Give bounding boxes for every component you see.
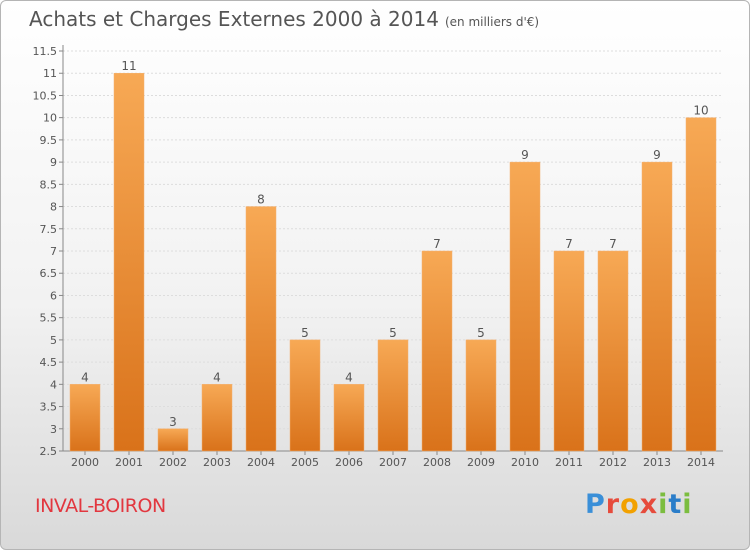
y-tick-label: 11	[43, 67, 57, 80]
x-tick-label-2005: 2005	[291, 456, 319, 469]
bars	[69, 72, 717, 452]
data-label-2004: 8	[257, 193, 265, 207]
x-tick-label-2003: 2003	[203, 456, 231, 469]
data-label-2014: 10	[693, 104, 708, 118]
bar-2004	[245, 206, 277, 452]
y-tick-label: 9	[50, 156, 57, 169]
y-tick-label: 5	[50, 334, 57, 347]
y-tick-label: 6	[50, 289, 57, 302]
data-label-2006: 4	[345, 370, 353, 384]
x-tick-label-2009: 2009	[467, 456, 495, 469]
chart-unit: (en milliers d'€)	[444, 15, 540, 29]
x-tick-label-2012: 2012	[599, 456, 627, 469]
y-tick-label: 9.5	[40, 134, 58, 147]
bar-2012	[597, 250, 629, 452]
bar-2009	[465, 339, 497, 452]
bar-2003	[201, 384, 233, 452]
data-label-2008: 7	[433, 237, 441, 251]
labels: 4 2000 11 2001 3 2002 4 2003 8 2004 5 2005 4 2006 5 200…	[71, 59, 715, 469]
x-tick-label-2004: 2004	[247, 456, 275, 469]
data-label-2000: 4	[81, 370, 89, 384]
axes: 2.5 3 3.5 4 4.5 5 5.5 6 6.5 7 7.5 8 8.5 9 9.5 10 10.5 11 1…	[33, 45, 723, 458]
x-tick-label-2011: 2011	[555, 456, 583, 469]
chart-title-text: Achats et Charges Externes 2000 à 2014	[29, 7, 439, 31]
y-tick-label: 2.5	[40, 445, 58, 458]
y-tick-label: 6.5	[40, 267, 58, 280]
x-tick-label-2014: 2014	[687, 456, 715, 469]
y-tick-label: 4.5	[40, 356, 58, 369]
proxiti-logo[interactable]: Proxiti	[585, 489, 693, 520]
bar-2006	[333, 384, 365, 452]
y-tick-label: 4	[50, 378, 57, 391]
town-name: INVAL-BOIRON	[35, 495, 166, 517]
y-tick-label: 3	[50, 423, 57, 436]
bar-2005	[289, 339, 321, 452]
data-label-2013: 9	[653, 148, 661, 162]
y-tick-label: 3.5	[40, 401, 58, 414]
y-tick-label: 7.5	[40, 223, 58, 236]
data-label-2002: 3	[169, 415, 177, 429]
x-tick-label-2010: 2010	[511, 456, 539, 469]
bar-2008	[421, 250, 453, 452]
x-tick-label-2002: 2002	[159, 456, 187, 469]
y-tick-label: 8.5	[40, 178, 58, 191]
bar-2014	[685, 117, 717, 452]
x-tick-label-2008: 2008	[423, 456, 451, 469]
bar-2000	[69, 384, 101, 452]
x-tick-label-2001: 2001	[115, 456, 143, 469]
x-tick-label-2000: 2000	[71, 456, 99, 469]
bar-2011	[553, 250, 585, 452]
bar-chart: 2.5 3 3.5 4 4.5 5 5.5 6 6.5 7 7.5 8 8.5 9 9.5 10 10.5 11 1…	[33, 45, 723, 469]
bar-2002	[157, 428, 189, 452]
chart-title: Achats et Charges Externes 2000 à 2014 (e…	[29, 7, 539, 31]
bar-2007	[377, 339, 409, 452]
data-label-2011: 7	[565, 237, 573, 251]
data-label-2010: 9	[521, 148, 529, 162]
bar-2001	[113, 72, 145, 452]
y-tick-label: 11.5	[33, 45, 58, 58]
data-label-2012: 7	[609, 237, 617, 251]
x-tick-label-2006: 2006	[335, 456, 363, 469]
x-tick-label-2007: 2007	[379, 456, 407, 469]
data-label-2007: 5	[389, 326, 397, 340]
data-label-2009: 5	[477, 326, 485, 340]
x-tick-label-2013: 2013	[643, 456, 671, 469]
y-tick-label: 10	[43, 112, 57, 125]
data-label-2005: 5	[301, 326, 309, 340]
y-tick-label: 7	[50, 245, 57, 258]
y-tick-label: 8	[50, 201, 57, 214]
data-label-2003: 4	[213, 370, 221, 384]
y-tick-label: 5.5	[40, 312, 58, 325]
bar-2013	[641, 161, 673, 452]
bar-2010	[509, 161, 541, 452]
data-label-2001: 11	[121, 59, 136, 73]
y-tick-label: 10.5	[33, 89, 58, 102]
